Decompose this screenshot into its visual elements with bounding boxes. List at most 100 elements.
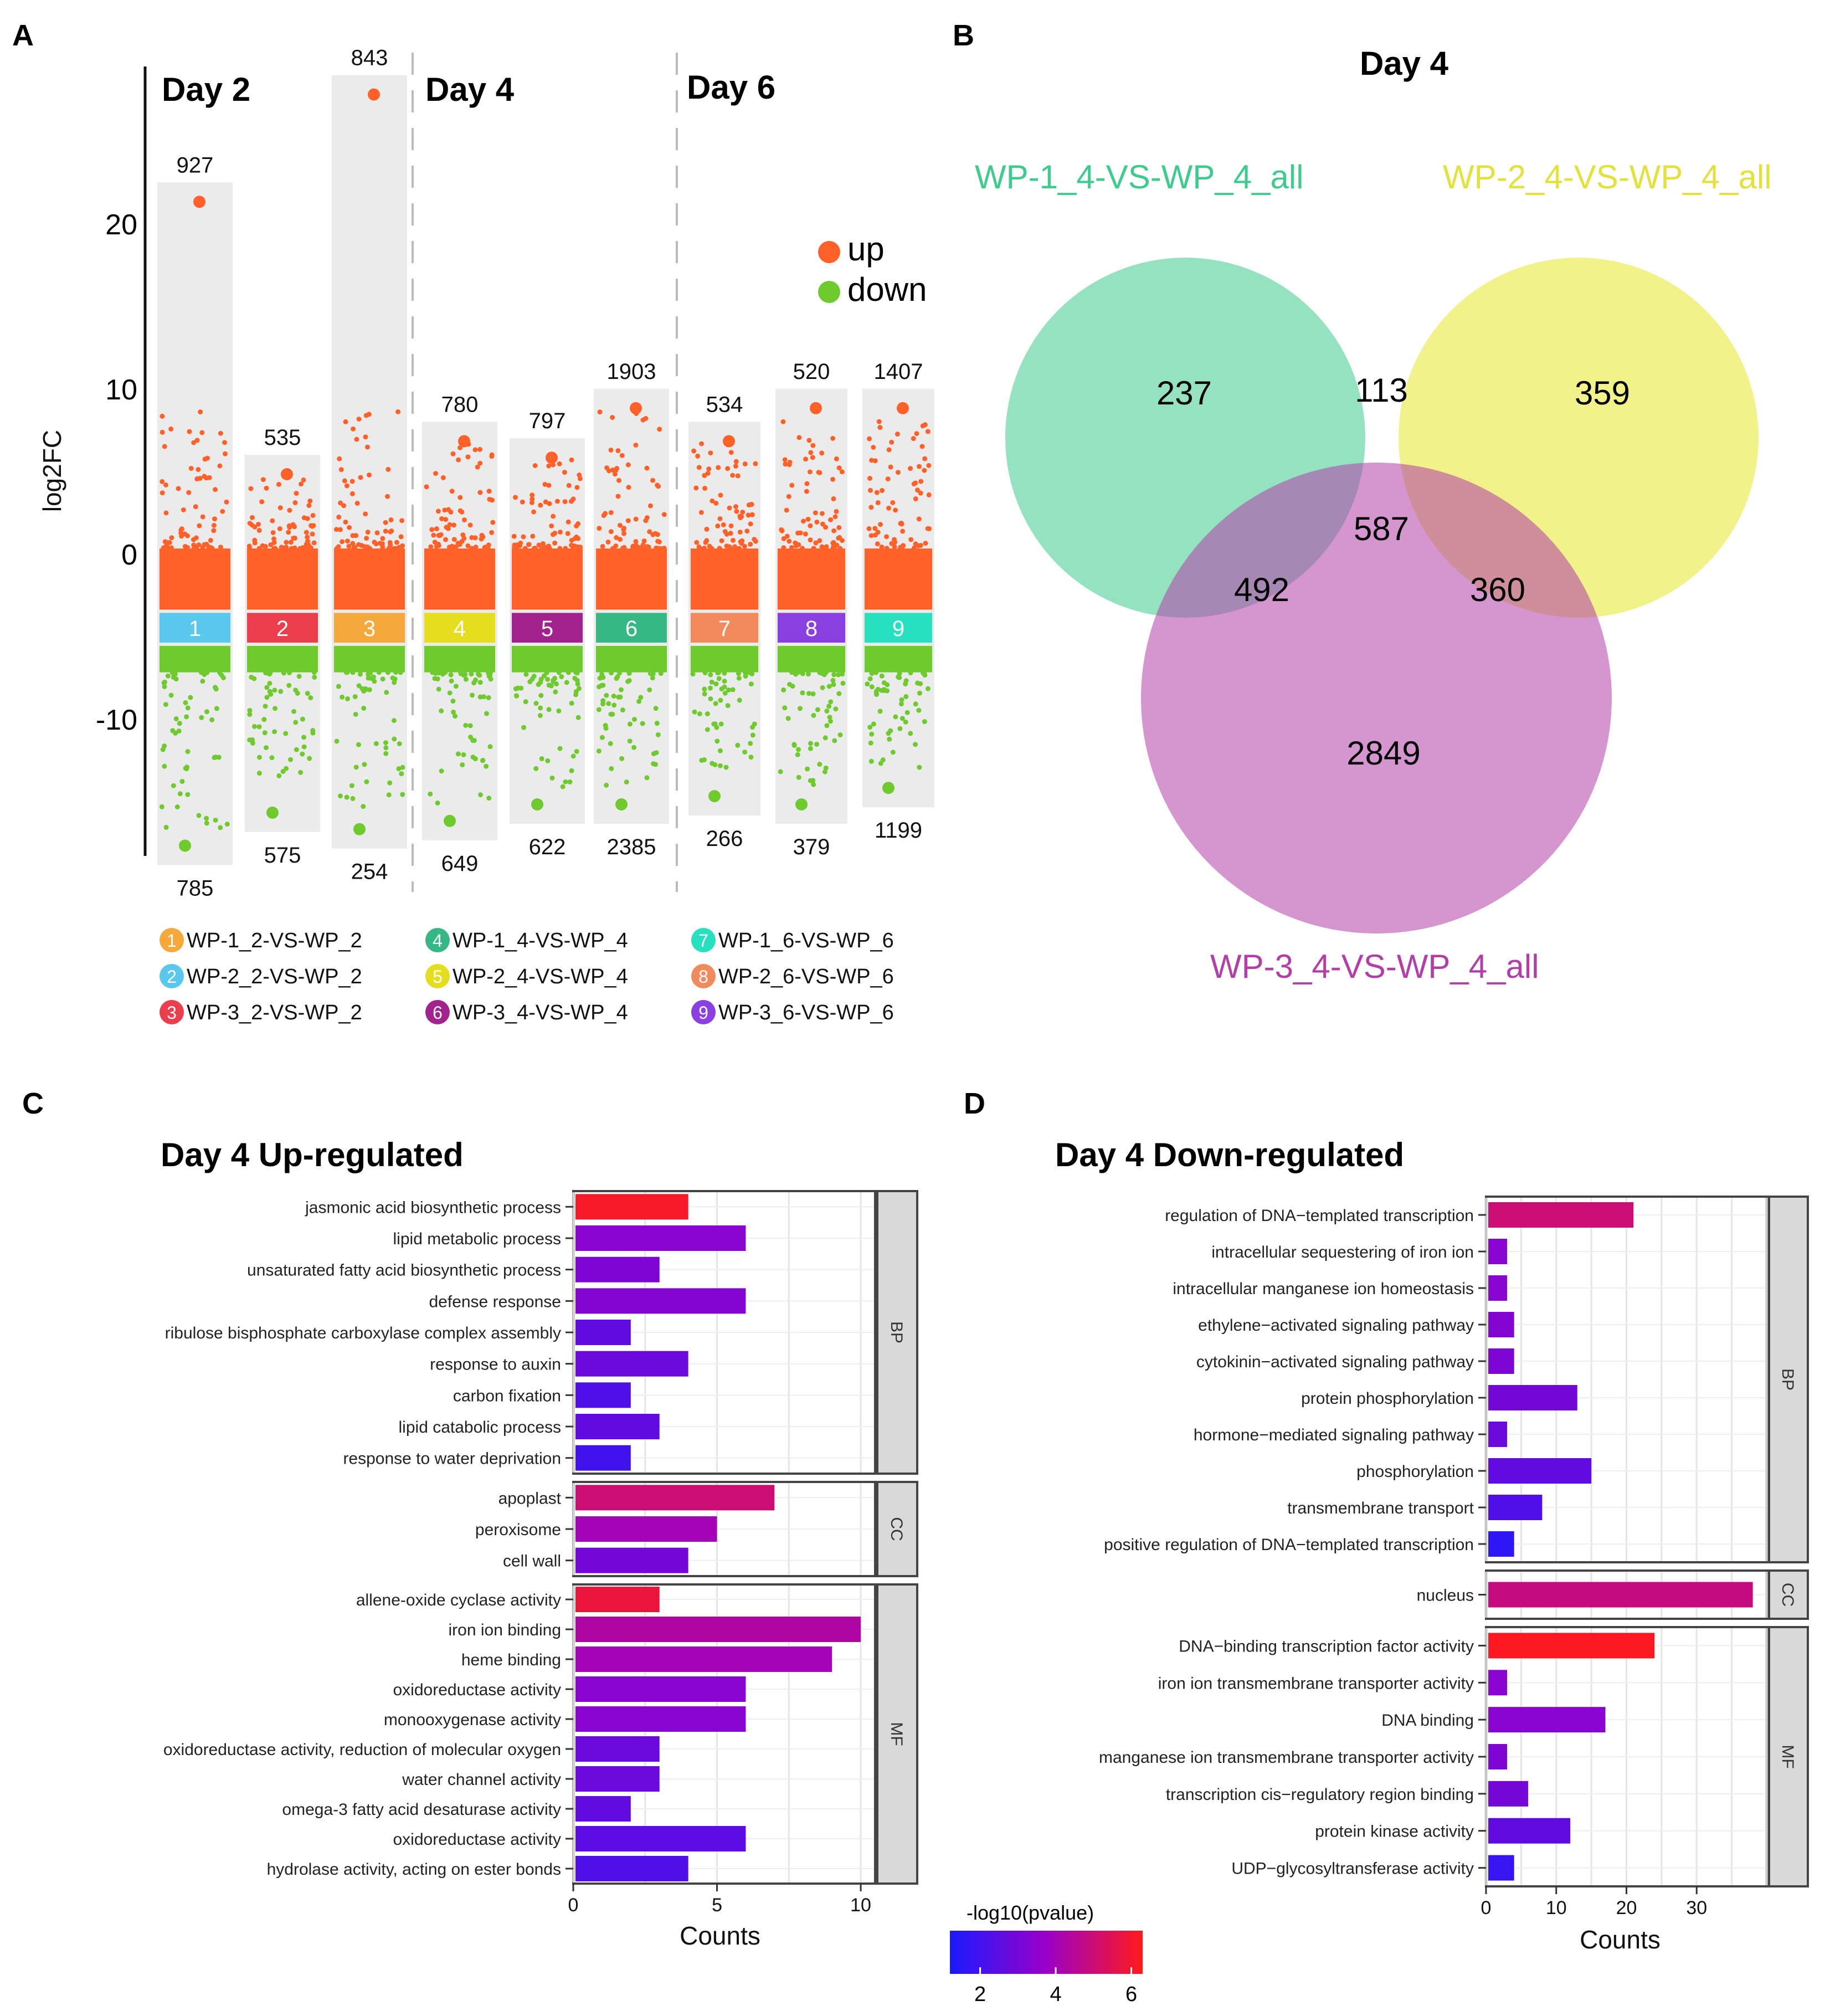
down-point <box>291 709 297 714</box>
comparison-key: 1 WP-1_2-VS-WP_2 2 WP-2_2-VS-WP_2 3 WP-3_2-VS… <box>160 928 894 1024</box>
down-point <box>879 673 885 679</box>
down-point <box>624 779 629 785</box>
up-point <box>874 490 880 495</box>
up-point <box>828 517 834 522</box>
down-point <box>690 671 696 677</box>
down-point <box>473 677 479 683</box>
up-point <box>779 528 785 534</box>
up-point <box>830 476 836 482</box>
down-point <box>651 751 656 756</box>
down-point <box>800 690 805 696</box>
max-up-point <box>810 402 822 414</box>
go-term-label: intracellular sequestering of iron ion <box>1211 1243 1474 1261</box>
up-point <box>914 431 919 437</box>
group-id-label: 3 <box>363 617 376 641</box>
up-point <box>542 481 548 487</box>
down-point <box>163 824 169 830</box>
down-point <box>171 783 176 788</box>
down-point <box>873 670 879 675</box>
y-axis-title: log2FC <box>38 430 66 512</box>
up-point <box>292 535 298 541</box>
go-term-bar <box>1488 1818 1571 1844</box>
facet-strip-label: CC <box>1778 1583 1797 1607</box>
up-point <box>199 430 205 435</box>
down-point <box>199 670 204 675</box>
go-term-label: oxidoreductase activity <box>393 1681 562 1699</box>
down-point <box>750 732 755 738</box>
down-point <box>899 716 905 721</box>
up-point <box>717 546 722 551</box>
up-point <box>740 509 746 515</box>
up-point <box>574 534 579 540</box>
down-point <box>815 707 820 712</box>
panel-label-d: D <box>964 1087 985 1120</box>
down-point <box>252 724 258 729</box>
down-point <box>276 773 282 778</box>
down-point <box>272 688 277 693</box>
up-point <box>461 517 467 522</box>
down-point <box>573 692 578 697</box>
down-point <box>518 685 524 691</box>
up-point <box>806 438 812 443</box>
down-point <box>904 710 910 715</box>
down-point <box>300 751 305 757</box>
down-count-label: 266 <box>706 827 743 851</box>
down-point <box>218 825 223 830</box>
max-up-point <box>723 435 735 448</box>
down-point <box>471 738 477 743</box>
down-point <box>298 770 304 775</box>
down-point <box>301 744 307 750</box>
down-point <box>272 729 277 735</box>
down-point <box>460 762 465 768</box>
key-badge <box>425 928 450 952</box>
down-point <box>913 742 918 747</box>
up-point <box>926 492 932 497</box>
group-background <box>245 455 320 832</box>
down-point <box>916 707 922 713</box>
down-point <box>373 741 379 746</box>
down-point <box>400 792 405 797</box>
down-point <box>569 768 574 773</box>
facet-strip-label: MF <box>887 1722 906 1746</box>
min-down-point <box>353 823 366 835</box>
up-point <box>886 447 892 453</box>
down-point <box>699 757 705 763</box>
go-term-bar <box>1488 1422 1508 1447</box>
colorbar-gradient <box>950 1931 1143 1974</box>
up-point <box>301 477 306 483</box>
down-point <box>811 712 816 718</box>
up-point <box>306 542 311 548</box>
up-point <box>819 450 825 456</box>
venn-title: Day 4 <box>1360 45 1449 82</box>
up-point <box>868 505 874 510</box>
up-point <box>926 463 932 468</box>
up-point <box>650 532 656 537</box>
up-point <box>566 519 571 525</box>
down-point <box>177 721 182 726</box>
group-background <box>332 75 407 849</box>
up-point <box>196 542 202 548</box>
down-point <box>824 723 830 729</box>
down-point <box>604 692 609 698</box>
down-point <box>559 674 564 679</box>
up-point <box>889 439 894 445</box>
down-point <box>822 735 828 741</box>
up-point <box>511 534 517 539</box>
up-point <box>834 542 840 548</box>
go-term-label: response to water deprivation <box>343 1450 561 1468</box>
min-down-point <box>882 782 894 794</box>
up-point <box>604 465 610 470</box>
down-point <box>781 687 786 692</box>
up-point <box>894 432 900 437</box>
up-point <box>625 462 631 468</box>
down-point <box>356 683 362 689</box>
down-point <box>296 674 302 679</box>
up-point <box>875 500 881 505</box>
down-point <box>885 682 890 688</box>
down-point <box>439 768 444 774</box>
up-point <box>706 466 712 471</box>
up-point <box>344 483 349 489</box>
up-point <box>196 466 201 472</box>
down-point <box>256 771 262 776</box>
go-term-label: DNA binding <box>1381 1711 1474 1730</box>
